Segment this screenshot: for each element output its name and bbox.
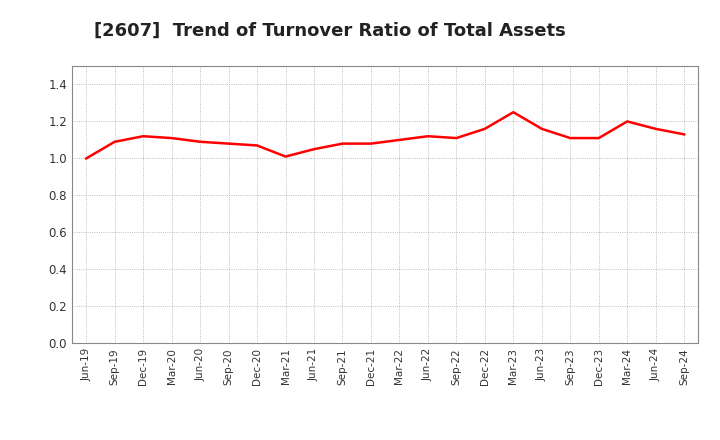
Text: [2607]  Trend of Turnover Ratio of Total Assets: [2607] Trend of Turnover Ratio of Total …: [94, 22, 565, 40]
